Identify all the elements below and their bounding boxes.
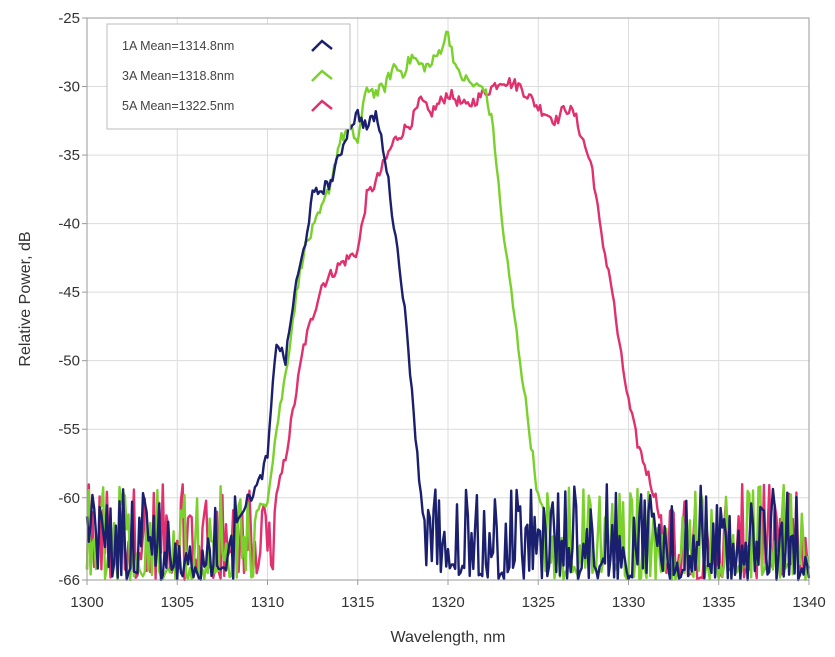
x-axis-title: Wavelength, nm bbox=[390, 629, 505, 646]
y-tick-label: -50 bbox=[58, 353, 80, 370]
y-axis-title: Relative Power, dB bbox=[17, 231, 34, 366]
series-line-3a bbox=[85, 30, 811, 582]
legend-label-1a: 1A Mean=1314.8nm bbox=[122, 39, 234, 53]
y-tick-label: -55 bbox=[58, 421, 80, 438]
legend: 1A Mean=1314.8nm 3A Mean=1318.8nm 5A Mea… bbox=[106, 23, 351, 130]
legend-label-3a: 3A Mean=1318.8nm bbox=[122, 69, 234, 83]
legend-swatch-3a bbox=[311, 69, 333, 82]
y-tick-label: -45 bbox=[58, 284, 80, 301]
legend-box bbox=[106, 23, 351, 130]
y-tick-label: -25 bbox=[58, 10, 80, 27]
x-tick-label: 1340 bbox=[792, 594, 825, 611]
x-tick-label: 1320 bbox=[431, 594, 464, 611]
x-tick-label: 1305 bbox=[161, 594, 194, 611]
y-tick-label: -35 bbox=[58, 147, 80, 164]
y-tick-label: -30 bbox=[58, 79, 80, 96]
series-layer bbox=[85, 30, 811, 582]
legend-label-5a: 5A Mean=1322.5nm bbox=[122, 99, 234, 113]
y-tick-label: -60 bbox=[58, 490, 80, 507]
series-line-1a bbox=[85, 108, 811, 582]
x-tick-label: 1335 bbox=[702, 594, 735, 611]
x-tick-label: 1330 bbox=[612, 594, 645, 611]
y-tick-label: -40 bbox=[58, 216, 80, 233]
x-axis-ticks: 1300 1305 1310 1315 1320 1325 1330 1335 1340 bbox=[70, 580, 826, 611]
legend-swatch-1a bbox=[311, 39, 333, 52]
legend-swatch-5a bbox=[311, 99, 333, 112]
y-tick-label: -66 bbox=[58, 572, 80, 589]
y-axis-ticks: -25 -30 -35 -40 -45 -50 -55 -60 -66 bbox=[58, 10, 87, 589]
x-tick-label: 1310 bbox=[251, 594, 284, 611]
x-tick-label: 1300 bbox=[70, 594, 103, 611]
x-tick-label: 1325 bbox=[522, 594, 555, 611]
x-tick-label: 1315 bbox=[341, 594, 374, 611]
